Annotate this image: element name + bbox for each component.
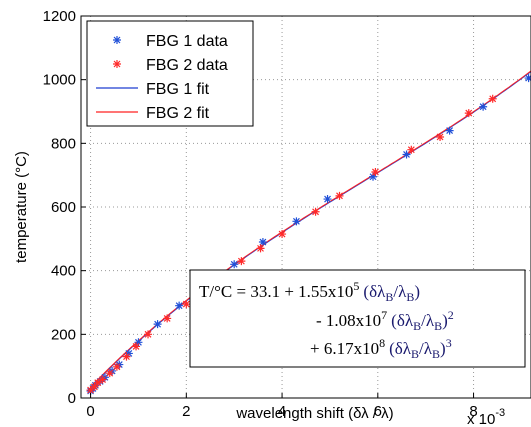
data-point-fbg2 [335, 191, 344, 200]
x-tick-label: 2 [182, 403, 190, 420]
legend: FBG 1 data FBG 2 data FBG 1 fit FBG 2 fit [86, 20, 254, 127]
data-point-fbg2 [256, 244, 265, 253]
data-point-fbg2 [86, 386, 95, 395]
data-point-fbg1 [524, 74, 531, 83]
data-point-fbg2 [105, 369, 114, 378]
data-point-fbg1 [445, 126, 454, 135]
data-point-fbg2 [237, 257, 246, 266]
y-tick-label: 800 [51, 135, 76, 152]
data-point-fbg2 [407, 145, 416, 154]
data-point-fbg2 [144, 330, 153, 339]
y-tick-label: 1000 [43, 72, 76, 89]
x-axis-multiplier: x 10-3 [467, 407, 505, 427]
data-point-fbg1 [479, 102, 488, 111]
data-point-fbg2 [122, 352, 131, 361]
legend-label-3: FBG 1 fit [146, 81, 210, 98]
data-point-fbg2 [371, 167, 380, 176]
x-tick-label: 8 [469, 403, 477, 420]
equation-box-frame [189, 269, 526, 368]
data-point-fbg2 [464, 109, 473, 118]
data-point-fbg2 [90, 382, 99, 391]
equation-line-2: - 1.08x107 (δλB/λB)2 [316, 308, 454, 333]
data-point-fbg2 [93, 378, 102, 387]
data-point-fbg1 [153, 320, 162, 329]
y-tick-label: 400 [51, 263, 76, 280]
legend-label-4: FBG 2 fit [146, 105, 210, 122]
legend-label-2: FBG 2 data [146, 57, 228, 74]
x-axis-multiplier-exponent: -3 [495, 407, 505, 419]
equation-line-3: + 6.17x108 (δλB/λB)3 [310, 336, 452, 361]
data-point-fbg2 [311, 207, 320, 216]
x-axis-multiplier-base: x 10 [467, 411, 495, 427]
data-point-fbg2 [132, 342, 141, 351]
data-point-fbg2 [182, 300, 191, 309]
axis-ticks: 0 2 4 6 8 0 200 400 600 800 1000 1200 [43, 8, 478, 420]
x-tick-label: 0 [86, 403, 94, 420]
y-tick-label: 0 [68, 390, 76, 407]
data-point-fbg1 [369, 172, 378, 181]
legend-label-1: FBG 1 data [146, 33, 228, 50]
data-point-fbg1 [402, 150, 411, 159]
data-point-fbg2 [488, 94, 497, 103]
data-point-fbg1 [292, 217, 301, 226]
y-axis-label: temperature (°C) [13, 151, 30, 263]
fit-equation-box: T/°C = 33.1 + 1.55x105 (δλB/λB) - 1.08x10… [189, 269, 526, 368]
data-point-fbg1 [230, 260, 239, 269]
equation-line-1: T/°C = 33.1 + 1.55x105 (δλB/λB) [199, 279, 420, 304]
fit-line-1 [90, 71, 531, 388]
data-point-fbg1 [175, 301, 184, 310]
data-point-fbg1 [323, 195, 332, 204]
x-tick-label: 4 [278, 403, 286, 420]
data-point-fbg1 [258, 238, 267, 247]
data-point-fbg2 [436, 132, 445, 141]
y-tick-label: 600 [51, 199, 76, 216]
data-point-fbg2 [278, 230, 287, 239]
data-point-fbg2 [163, 314, 172, 323]
y-tick-label: 200 [51, 326, 76, 343]
legend-marker-2 [113, 60, 121, 68]
legend-marker-1 [113, 36, 121, 44]
y-tick-label: 1200 [43, 8, 76, 25]
x-tick-label: 6 [374, 403, 382, 420]
data-point-fbg1 [134, 338, 143, 347]
data-point-fbg2 [112, 362, 121, 371]
x-axis-label: wavelength shift (δλ / λ) [235, 405, 393, 422]
data-point-fbg2 [98, 375, 107, 384]
